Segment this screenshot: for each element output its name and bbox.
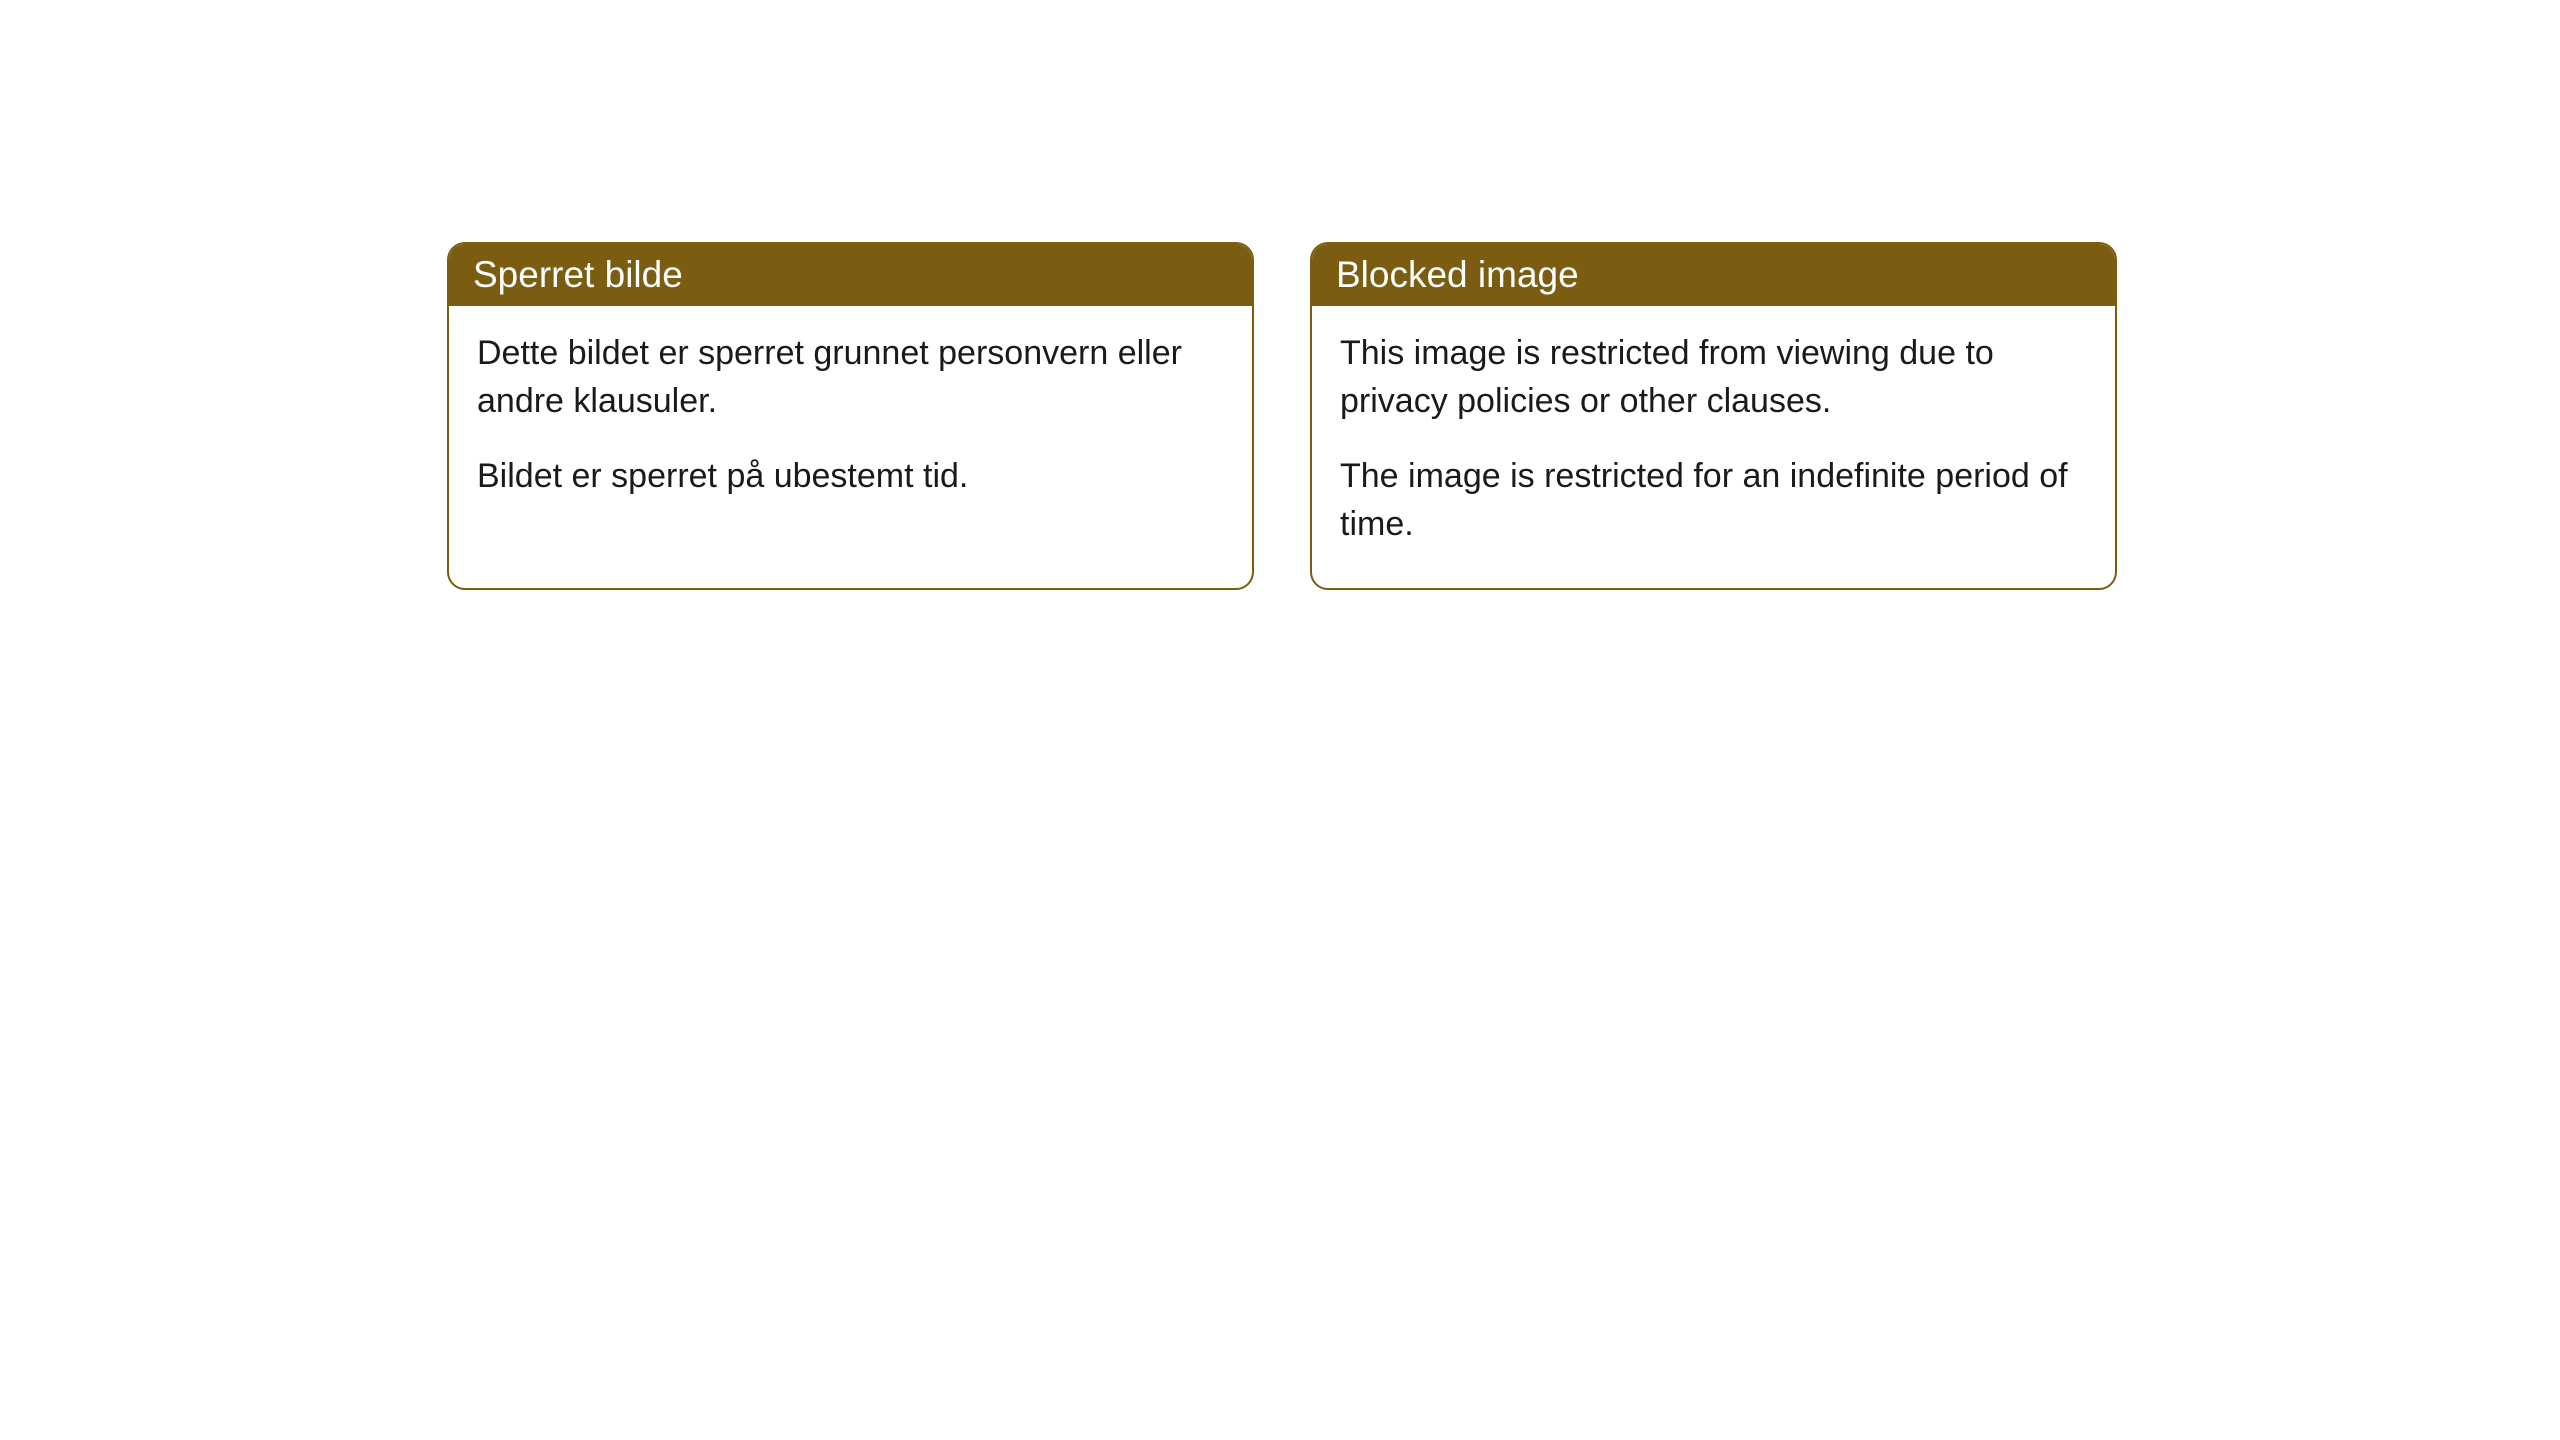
card-norwegian-paragraph-2: Bildet er sperret på ubestemt tid. [477, 453, 1224, 501]
card-english-paragraph-2: The image is restricted for an indefinit… [1340, 453, 2087, 548]
card-norwegian-header: Sperret bilde [449, 244, 1252, 306]
card-english-body: This image is restricted from viewing du… [1312, 306, 2115, 588]
card-english-paragraph-1: This image is restricted from viewing du… [1340, 330, 2087, 425]
card-norwegian-paragraph-1: Dette bildet er sperret grunnet personve… [477, 330, 1224, 425]
cards-container: Sperret bilde Dette bildet er sperret gr… [0, 0, 2560, 590]
card-norwegian-title: Sperret bilde [473, 254, 683, 295]
card-norwegian: Sperret bilde Dette bildet er sperret gr… [447, 242, 1254, 590]
card-norwegian-body: Dette bildet er sperret grunnet personve… [449, 306, 1252, 541]
card-english-header: Blocked image [1312, 244, 2115, 306]
card-english: Blocked image This image is restricted f… [1310, 242, 2117, 590]
card-english-title: Blocked image [1336, 254, 1579, 295]
